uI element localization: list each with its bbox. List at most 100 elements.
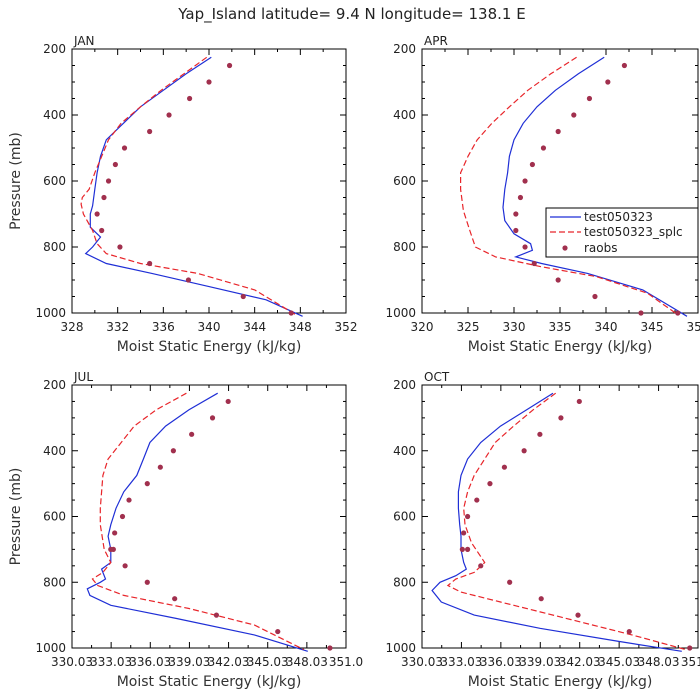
raobs-point [586, 95, 593, 102]
raobs-point [478, 563, 484, 569]
raobs-point [110, 546, 116, 552]
raobs-point [638, 310, 644, 316]
series-line-test050323-splc [460, 56, 679, 316]
x-axis-label: Moist Static Energy (kJ/kg) [117, 339, 302, 355]
x-tick-label: 345.03 [598, 655, 640, 669]
panel-label-jul: JUL [73, 370, 93, 384]
raobs-point [275, 628, 281, 635]
raobs-point [112, 530, 118, 536]
raobs-point [540, 145, 547, 151]
x-tick-label: 325 [457, 320, 480, 334]
raobs-point [461, 530, 467, 536]
raobs-point [517, 194, 524, 201]
raobs-point [189, 431, 195, 437]
raobs-point [157, 464, 163, 470]
y-tick-label: 600 [43, 174, 66, 188]
y-tick-label: 400 [43, 444, 66, 458]
raobs-point [117, 244, 123, 250]
y-tick-label: 800 [43, 575, 66, 589]
raobs-point [538, 596, 544, 602]
raobs-point [687, 645, 693, 651]
x-tick-label: 336.03 [129, 655, 171, 669]
raobs-point [531, 260, 537, 267]
panel-oct: OCT 200 400 600 800 1000330.03333.03336.03339… [385, 370, 700, 690]
raobs-point [513, 211, 519, 217]
raobs-point [213, 612, 220, 618]
series-line-test050323 [84, 56, 303, 317]
x-tick-label: 320 [411, 320, 434, 334]
panel-jul: JUL 200 400 600 800 1000330.03333.03336.03339… [8, 370, 363, 690]
raobs-point [605, 79, 611, 85]
raobs-point [147, 260, 153, 267]
x-tick-label: 339.03 [168, 655, 210, 669]
x-tick-label: 342.03 [208, 655, 250, 669]
y-tick-label: 600 [43, 510, 66, 524]
y-tick-label: 1000 [385, 306, 416, 320]
raobs-point [521, 448, 527, 454]
raobs-point [206, 79, 212, 85]
raobs-point [101, 194, 107, 201]
raobs-point [465, 513, 471, 520]
raobs-point [522, 244, 528, 250]
raobs-point [147, 128, 153, 135]
raobs-point [529, 161, 536, 168]
y-tick-label: 200 [43, 378, 66, 392]
x-tick-label: 344 [243, 320, 266, 334]
series-line-test050323 [86, 392, 308, 652]
x-tick-label: 352 [335, 320, 358, 334]
legend-label: test050323_splc [584, 225, 683, 239]
raobs-point [513, 227, 519, 234]
raobs-point [555, 128, 561, 135]
raobs-point [537, 431, 543, 437]
y-tick-label: 200 [43, 42, 66, 56]
x-tick-label: 350 [687, 320, 700, 334]
x-tick-label: 333.03 [440, 655, 482, 669]
raobs-point [555, 277, 561, 283]
raobs-point [185, 277, 192, 283]
series-line-test050323-splc [91, 392, 305, 651]
plot-frame-oct [421, 384, 699, 649]
raobs-point [507, 579, 513, 585]
raobs-point [126, 497, 132, 503]
y-axis-label: Pressure (mb) [8, 132, 24, 230]
y-tick-label: 600 [393, 510, 416, 524]
raobs-point [576, 398, 582, 405]
raobs-point [465, 546, 471, 552]
series-line-test050323-splc [446, 392, 686, 651]
raobs-point [170, 448, 176, 454]
x-tick-label: 330.03 [51, 655, 93, 669]
x-tick-label: 330 [503, 320, 526, 334]
x-tick-label: 342.03 [559, 655, 601, 669]
x-tick-label: 348 [289, 320, 312, 334]
plot-frame-apr [421, 48, 699, 314]
x-tick-label: 333.03 [90, 655, 132, 669]
y-tick-label: 800 [393, 575, 416, 589]
series-line-test050323 [502, 56, 688, 317]
x-axis-label: Moist Static Energy (kJ/kg) [468, 674, 653, 690]
x-tick-label: 351.0 [329, 655, 363, 669]
raobs-point [186, 95, 193, 102]
y-tick-label: 400 [43, 108, 66, 122]
raobs-point [575, 612, 581, 618]
raobs-point [240, 293, 246, 300]
x-axis-label: Moist Static Energy (kJ/kg) [117, 674, 302, 690]
raobs-point [112, 161, 118, 168]
raobs-point [474, 497, 480, 503]
raobs-point [626, 628, 632, 635]
panel-label-apr: APR [424, 34, 448, 48]
plot-frame-jan [71, 48, 347, 314]
y-tick-label: 200 [393, 42, 416, 56]
x-tick-label: 345.03 [247, 655, 289, 669]
figure-title: Yap_Island latitude= 9.4 N longitude= 13… [177, 5, 525, 24]
raobs-point [487, 481, 493, 487]
y-tick-label: 1000 [385, 641, 416, 655]
x-tick-label: 339.03 [519, 655, 561, 669]
raobs-point [501, 464, 508, 470]
raobs-point [327, 645, 333, 651]
x-tick-label: 336.03 [480, 655, 522, 669]
raobs-point [571, 112, 577, 118]
y-tick-label: 400 [393, 108, 416, 122]
